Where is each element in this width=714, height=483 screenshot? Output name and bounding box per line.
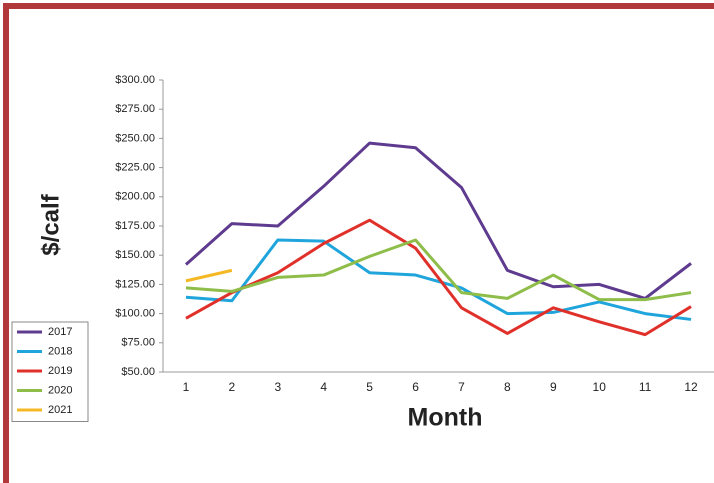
series-line	[185, 238, 692, 321]
legend-label: 2018	[48, 345, 72, 357]
y-tick-label: $100.00	[115, 308, 155, 320]
legend-label: 2021	[48, 404, 72, 416]
frame	[3, 3, 714, 483]
y-tick-label: $50.00	[121, 366, 155, 378]
y-tick-label: $75.00	[121, 337, 155, 349]
series-line	[185, 218, 692, 337]
y-tick-label: $300.00	[115, 74, 155, 86]
x-tick-label: 5	[366, 380, 373, 394]
y-tick-label: $125.00	[115, 278, 155, 290]
series-line	[185, 238, 692, 302]
y-tick-label: $250.00	[115, 132, 155, 144]
x-tick-label: 6	[412, 380, 419, 394]
series-line	[185, 268, 233, 283]
x-tick-label: 2	[229, 380, 236, 394]
legend-label: 2019	[48, 365, 72, 377]
x-tick-label: 11	[639, 380, 652, 394]
x-axis-label: Month	[408, 404, 483, 432]
x-tick-label: 4	[320, 380, 327, 394]
y-tick-label: $275.00	[115, 103, 155, 115]
x-tick-label: 7	[458, 380, 465, 394]
x-tick-label: 8	[504, 380, 511, 394]
y-tick-label: $200.00	[115, 191, 155, 203]
x-tick-label: 3	[274, 380, 281, 394]
legend-label: 2017	[48, 326, 72, 338]
x-tick-label: 10	[593, 380, 607, 394]
series-line	[184, 141, 692, 300]
x-tick-label: 9	[550, 380, 557, 394]
x-tick-label: 1	[183, 380, 190, 394]
y-tick-label: $175.00	[115, 220, 155, 232]
y-tick-label: $225.00	[115, 162, 155, 174]
y-tick-label: $150.00	[115, 249, 155, 261]
x-tick-label: 12	[684, 380, 698, 394]
legend-label: 2020	[48, 384, 72, 396]
y-axis-label: $/calf	[37, 193, 64, 255]
